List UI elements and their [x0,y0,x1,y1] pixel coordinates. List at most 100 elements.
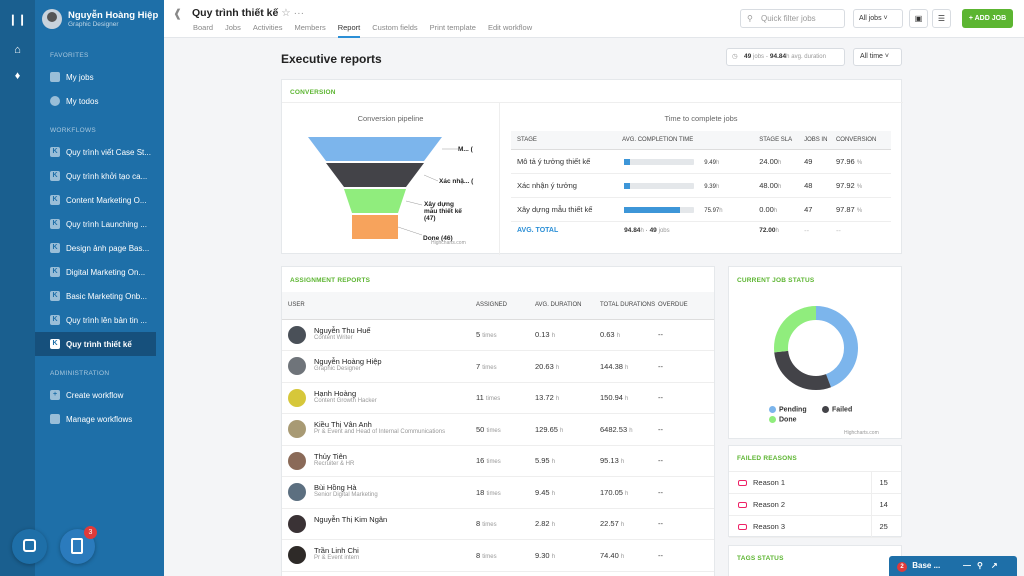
funnel-label: M... ( [458,146,473,153]
clipboard-icon [71,538,83,554]
sidebar-item-create-workflow[interactable]: + Create workflow [35,383,164,407]
sidebar-item-workflow[interactable]: K Quy trình lên bản tin ... [35,308,164,332]
funnel-chart [308,137,458,239]
table-row[interactable]: Bùi Hồng Hà Senior Digital Marketing 18 ti… [282,476,714,509]
tab-report[interactable]: Report [337,23,361,38]
table-row[interactable]: Thủy Tiên Recruiter & HR 16 times 5.95 h 95.… [282,445,714,477]
time-title: Time to complete jobs [664,114,738,123]
table-row[interactable]: Nguyễn Thu Huế Content Writer 5 times 0.13 … [282,319,714,351]
failed-reasons-card: FAILED REASONS Reason 1 15 Reason 2 14 Rea… [728,445,902,538]
workflow-icon: K [50,291,60,301]
legend-item[interactable]: Done [769,416,797,423]
add-job-button[interactable]: + ADD JOB [962,9,1013,28]
avatar [288,514,306,533]
list-view-button[interactable]: ☰ [932,9,951,28]
search-input[interactable]: ⚲ Quick filter jobs [740,9,845,28]
tag-icon [738,524,747,531]
more-icon[interactable]: ··· [293,7,305,19]
sidebar-item-workflow-active[interactable]: K Quy trình thiết kế [35,332,156,356]
tab-board[interactable]: Board [193,23,214,32]
app-logo-icon[interactable]: ❙❙ [8,14,27,26]
search-icon[interactable]: ⚲ [977,561,983,570]
table-row: Reason 1 15 [729,471,901,494]
expand-icon[interactable]: ↗ [991,561,998,570]
funnel-segment [308,137,442,161]
tab-jobs[interactable]: Jobs [225,23,241,32]
sidebar-item-workflow[interactable]: K Quy trình viết Case St... [35,140,164,164]
table-row[interactable]: Hạnh Hoàng Content Growth Hacker 11 times 1… [282,382,714,414]
avatar [288,483,306,502]
sidebar-item-manage-workflows[interactable]: Manage workflows [35,407,164,431]
chat-icon [23,539,36,552]
tags-status-card: TAGS STATUS [728,545,902,576]
minimize-icon[interactable]: — [963,561,971,570]
tab-custom-fields[interactable]: Custom fields [372,23,418,32]
tasks-button[interactable]: 3 [60,526,97,564]
time-filter-select[interactable]: All time ˅ [853,48,902,66]
table-row[interactable]: Trần Linh Chi Pr & Event intern 8 times 9.3… [282,539,714,572]
legend-item[interactable]: Pending [769,406,807,413]
progress-fill [624,206,681,213]
column-header: STAGE [511,131,623,150]
column-header: TOTAL DURATIONS [600,292,658,320]
table-row[interactable]: Kiều Thị Vân Anh Pr & Event and Head of I… [282,413,714,446]
tags-title: TAGS STATUS [737,555,784,562]
progress-bar [624,158,695,165]
sidebar-item-workflow[interactable]: K Digital Marketing On... [35,260,164,284]
workflow-logo-icon: ❰ [173,8,183,20]
table-row[interactable]: Nguyễn Thị Kim Ngân 8 times 2.82 h 22.57 h-… [282,508,714,540]
sidebar-item-workflow[interactable]: K Quy trình Launching ... [35,212,164,236]
chart-credit[interactable]: Highcharts.com [844,430,879,436]
assignment-card: ASSIGNMENT REPORTS USER ASSIGNED AVG. DU… [281,266,715,576]
table-row[interactable]: Nguyễn Hoàng Hiệp Graphic Designer 7 times… [282,350,714,383]
notification-badge: 3 [84,526,97,539]
funnel-label: Xây dựng mẫu thiết kế (47) [424,201,462,222]
tab-members[interactable]: Members [294,23,326,32]
home-icon[interactable]: ⌂ [14,44,21,56]
star-icon[interactable]: ☆ [281,7,291,19]
table-row: Reason 2 14 [729,493,901,516]
chat-button[interactable] [12,529,47,564]
user-name: Nguyễn Hoàng Hiệp [314,357,382,367]
chart-credit[interactable]: Highcharts.com [431,240,466,246]
donut-slice-done [774,306,858,390]
failed-title: FAILED REASONS [737,455,797,462]
jobs-filter-select[interactable]: All jobs ˅ [853,9,903,28]
table-row: Xây dựng mẫu thiết kế 75.97h 0.00h 47 97… [511,197,891,222]
workflow-icon: K [50,339,60,349]
tab-edit-workflow[interactable]: Edit workflow [487,23,533,32]
sidebar-item-my-todos[interactable]: My todos [35,89,164,113]
page-title: Quy trình thiết kế ☆ ··· [192,7,305,19]
sidebar-item-workflow[interactable]: K Design ảnh page Bas... [35,236,164,260]
progress-fill [624,182,631,189]
avatar [42,9,62,29]
icon-rail: ❙❙ ⌂ ♦ [0,0,35,576]
tab-print-template[interactable]: Print template [429,23,476,32]
tab-activities[interactable]: Activities [252,23,283,32]
avatar [288,325,306,344]
tag-icon [738,480,747,487]
table-total-row: AVG. TOTAL 94.84h · 49 jobs 72.00h -- -- [517,225,841,235]
chat-dock[interactable]: 2 Base ... — ⚲ ↗ [889,556,1017,576]
user-role: Content Growth Hacker [314,397,377,404]
sidebar-item-workflow[interactable]: K Basic Marketing Onb... [35,284,164,308]
column-header: STAGE SLA [759,131,805,150]
job-status-card: CURRENT JOB STATUS Pending Failed Done H… [728,266,902,439]
sidebar-item-my-jobs[interactable]: My jobs [35,65,164,89]
column-header: JOBS IN [804,131,836,150]
table-row[interactable]: Lê Thị Thanh Nhàn16 times3.65 h58.37 h-- [282,571,714,576]
tag-icon [738,502,747,509]
user-role: Pr & Event and Head of Internal Communic… [314,429,446,436]
sidebar-item-workflow[interactable]: K Content Marketing O... [35,188,164,212]
avatar [288,451,306,470]
bell-icon[interactable]: ♦ [14,70,21,82]
board-view-button[interactable]: ▣ [909,9,928,28]
favorites-heading: FAVORITES [50,52,89,59]
user-profile[interactable]: Nguyễn Hoàng Hiệp Graphic Designer [35,0,164,38]
progress-fill [624,158,631,165]
user-name: Bùi Hồng Hà [314,483,357,493]
avatar [288,420,306,439]
legend-item[interactable]: Failed [822,406,852,413]
user-name: Kiều Thị Vân Anh [314,420,372,430]
sidebar-item-workflow[interactable]: K Quy trình khởi tạo ca... [35,164,164,188]
